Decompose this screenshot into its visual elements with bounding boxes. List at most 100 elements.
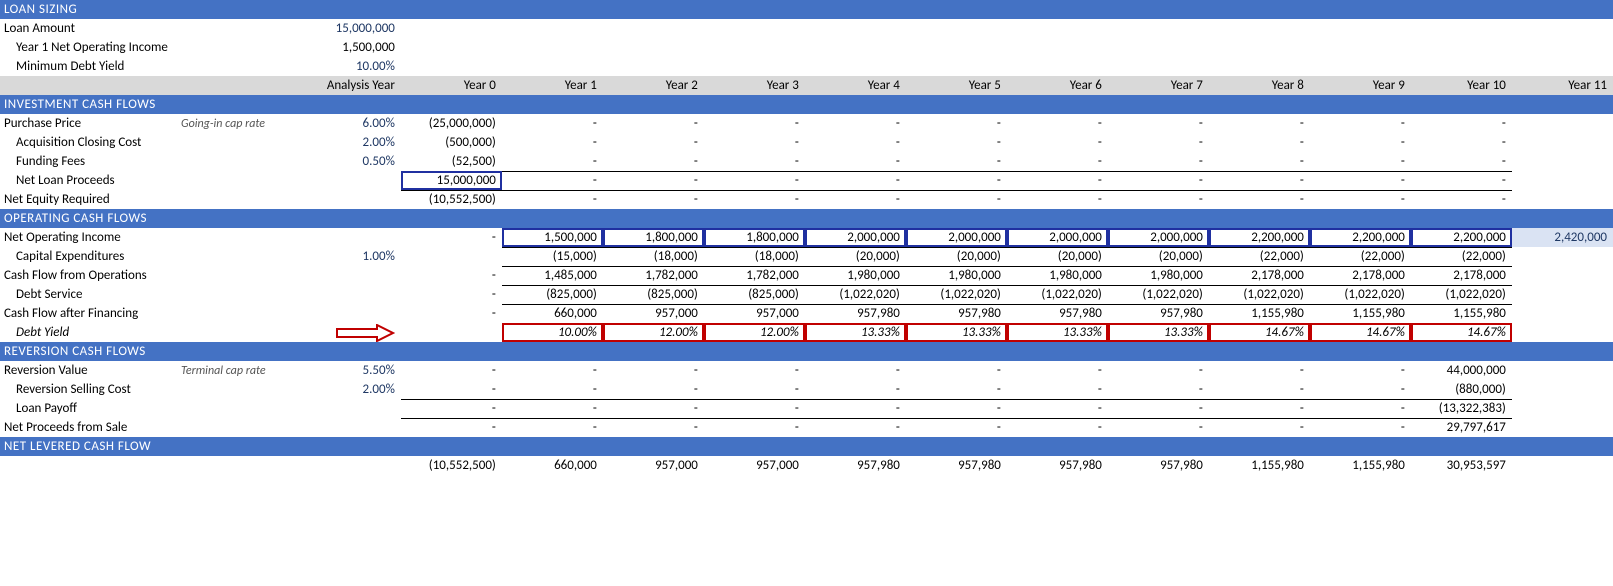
cell[interactable]: (825,000) <box>704 285 805 304</box>
cell-noi-y11[interactable]: 2,420,000 <box>1512 228 1613 247</box>
cell[interactable]: 957,980 <box>906 304 1007 323</box>
cell[interactable]: (22,000) <box>1411 247 1512 266</box>
cell[interactable]: (825,000) <box>603 285 704 304</box>
cell[interactable]: (1,022,020) <box>805 285 906 304</box>
cell[interactable]: (1,022,020) <box>1108 285 1209 304</box>
cell[interactable]: (880,000) <box>1411 380 1512 399</box>
rate[interactable]: 6.00% <box>307 114 401 133</box>
cell[interactable]: (18,000) <box>603 247 704 266</box>
cell[interactable]: (20,000) <box>1007 247 1108 266</box>
row-capex: Capital Expenditures 1.00% (15,000) (18,… <box>0 247 1613 266</box>
cell[interactable]: (13,322,383) <box>1411 399 1512 418</box>
cell[interactable]: 1,155,980 <box>1310 456 1411 475</box>
cell[interactable]: 1,980,000 <box>1108 266 1209 285</box>
cell[interactable]: (25,000,000) <box>401 114 502 133</box>
cell-noi[interactable]: 1,500,000 <box>502 228 603 247</box>
cell[interactable]: (10,552,500) <box>401 190 502 209</box>
cell-noi[interactable]: 2,200,000 <box>1411 228 1512 247</box>
rate[interactable]: 0.50% <box>307 152 401 171</box>
cell[interactable]: (52,500) <box>401 152 502 171</box>
note-terminal: Terminal cap rate <box>177 361 307 380</box>
cell[interactable]: - <box>401 304 502 323</box>
cell[interactable]: (18,000) <box>704 247 805 266</box>
cell-noi[interactable]: 2,000,000 <box>906 228 1007 247</box>
rate[interactable]: 5.50% <box>307 361 401 380</box>
cell-dy[interactable]: 13.33% <box>906 323 1007 342</box>
cell[interactable]: (1,022,020) <box>1411 285 1512 304</box>
cell[interactable]: - <box>401 228 502 247</box>
cell[interactable]: 957,000 <box>603 304 704 323</box>
cell[interactable]: (20,000) <box>1108 247 1209 266</box>
cell-noi[interactable]: 1,800,000 <box>603 228 704 247</box>
col-year-1: Year 1 <box>502 76 603 95</box>
cell-noi[interactable]: 1,800,000 <box>704 228 805 247</box>
cell-dy[interactable]: 14.67% <box>1209 323 1310 342</box>
cell[interactable]: - <box>401 285 502 304</box>
value[interactable]: 15,000,000 <box>307 19 401 38</box>
cell[interactable]: 1,485,000 <box>502 266 603 285</box>
cell[interactable]: 1,980,000 <box>805 266 906 285</box>
cell[interactable]: 29,797,617 <box>1411 418 1512 437</box>
cell[interactable]: 1,980,000 <box>906 266 1007 285</box>
cell[interactable]: 957,980 <box>1007 456 1108 475</box>
cell[interactable]: 1,980,000 <box>1007 266 1108 285</box>
cell[interactable]: 2,178,000 <box>1411 266 1512 285</box>
cell[interactable]: (500,000) <box>401 133 502 152</box>
cell[interactable]: 1,155,980 <box>1411 304 1512 323</box>
cell-dy[interactable]: 13.33% <box>1007 323 1108 342</box>
cell[interactable]: 1,155,980 <box>1310 304 1411 323</box>
cell-noi[interactable]: 2,200,000 <box>1310 228 1411 247</box>
cell[interactable]: 957,000 <box>704 304 805 323</box>
cell-dy[interactable]: 13.33% <box>1108 323 1209 342</box>
cell-dy[interactable]: 12.00% <box>704 323 805 342</box>
cell-dy[interactable]: 12.00% <box>603 323 704 342</box>
cell[interactable]: (1,022,020) <box>1310 285 1411 304</box>
cell[interactable]: 2,178,000 <box>1310 266 1411 285</box>
cell[interactable]: 1,155,980 <box>1209 304 1310 323</box>
cell-dy[interactable]: 14.67% <box>1310 323 1411 342</box>
cell-dy[interactable]: 10.00% <box>502 323 603 342</box>
cell[interactable]: (1,022,020) <box>1007 285 1108 304</box>
cell[interactable]: 957,000 <box>704 456 805 475</box>
cell[interactable]: 957,980 <box>1108 304 1209 323</box>
cell-dy[interactable]: 14.67% <box>1411 323 1512 342</box>
rate[interactable]: 2.00% <box>307 380 401 399</box>
cell[interactable]: 660,000 <box>502 304 603 323</box>
cell[interactable]: (1,022,020) <box>906 285 1007 304</box>
cell[interactable]: 1,155,980 <box>1209 456 1310 475</box>
cell[interactable]: 957,980 <box>1007 304 1108 323</box>
cell[interactable]: 957,000 <box>603 456 704 475</box>
rate[interactable]: 1.00% <box>307 247 401 266</box>
cell[interactable]: 957,980 <box>805 304 906 323</box>
cell-dy[interactable]: 13.33% <box>805 323 906 342</box>
cell[interactable]: 30,953,597 <box>1411 456 1512 475</box>
cell[interactable]: (15,000) <box>502 247 603 266</box>
cell[interactable]: 44,000,000 <box>1411 361 1512 380</box>
cell[interactable]: 2,178,000 <box>1209 266 1310 285</box>
cell[interactable]: (20,000) <box>805 247 906 266</box>
cell-noi[interactable]: 2,000,000 <box>1007 228 1108 247</box>
cell-noi[interactable]: 2,000,000 <box>805 228 906 247</box>
row-y1-noi: Year 1 Net Operating Income 1,500,000 <box>0 38 1613 57</box>
cell[interactable]: (20,000) <box>906 247 1007 266</box>
cell[interactable]: 660,000 <box>502 456 603 475</box>
section-loan-sizing: LOAN SIZING <box>0 0 1613 19</box>
cell[interactable]: 1,782,000 <box>704 266 805 285</box>
cell[interactable]: (1,022,020) <box>1209 285 1310 304</box>
value[interactable]: 1,500,000 <box>307 38 401 57</box>
cell[interactable]: - <box>401 266 502 285</box>
rate[interactable]: 2.00% <box>307 133 401 152</box>
value[interactable]: 10.00% <box>307 57 401 76</box>
cell[interactable]: (22,000) <box>1310 247 1411 266</box>
cell-highlight-blue[interactable]: 15,000,000 <box>401 171 502 190</box>
cell[interactable]: (22,000) <box>1209 247 1310 266</box>
cell[interactable]: 1,782,000 <box>603 266 704 285</box>
cell[interactable]: 957,980 <box>906 456 1007 475</box>
section-title: LOAN SIZING <box>0 0 1613 19</box>
cell-noi[interactable]: 2,000,000 <box>1108 228 1209 247</box>
cell[interactable]: 957,980 <box>1108 456 1209 475</box>
cell[interactable]: (825,000) <box>502 285 603 304</box>
cell-noi[interactable]: 2,200,000 <box>1209 228 1310 247</box>
cell[interactable]: (10,552,500) <box>401 456 502 475</box>
cell[interactable]: 957,980 <box>805 456 906 475</box>
